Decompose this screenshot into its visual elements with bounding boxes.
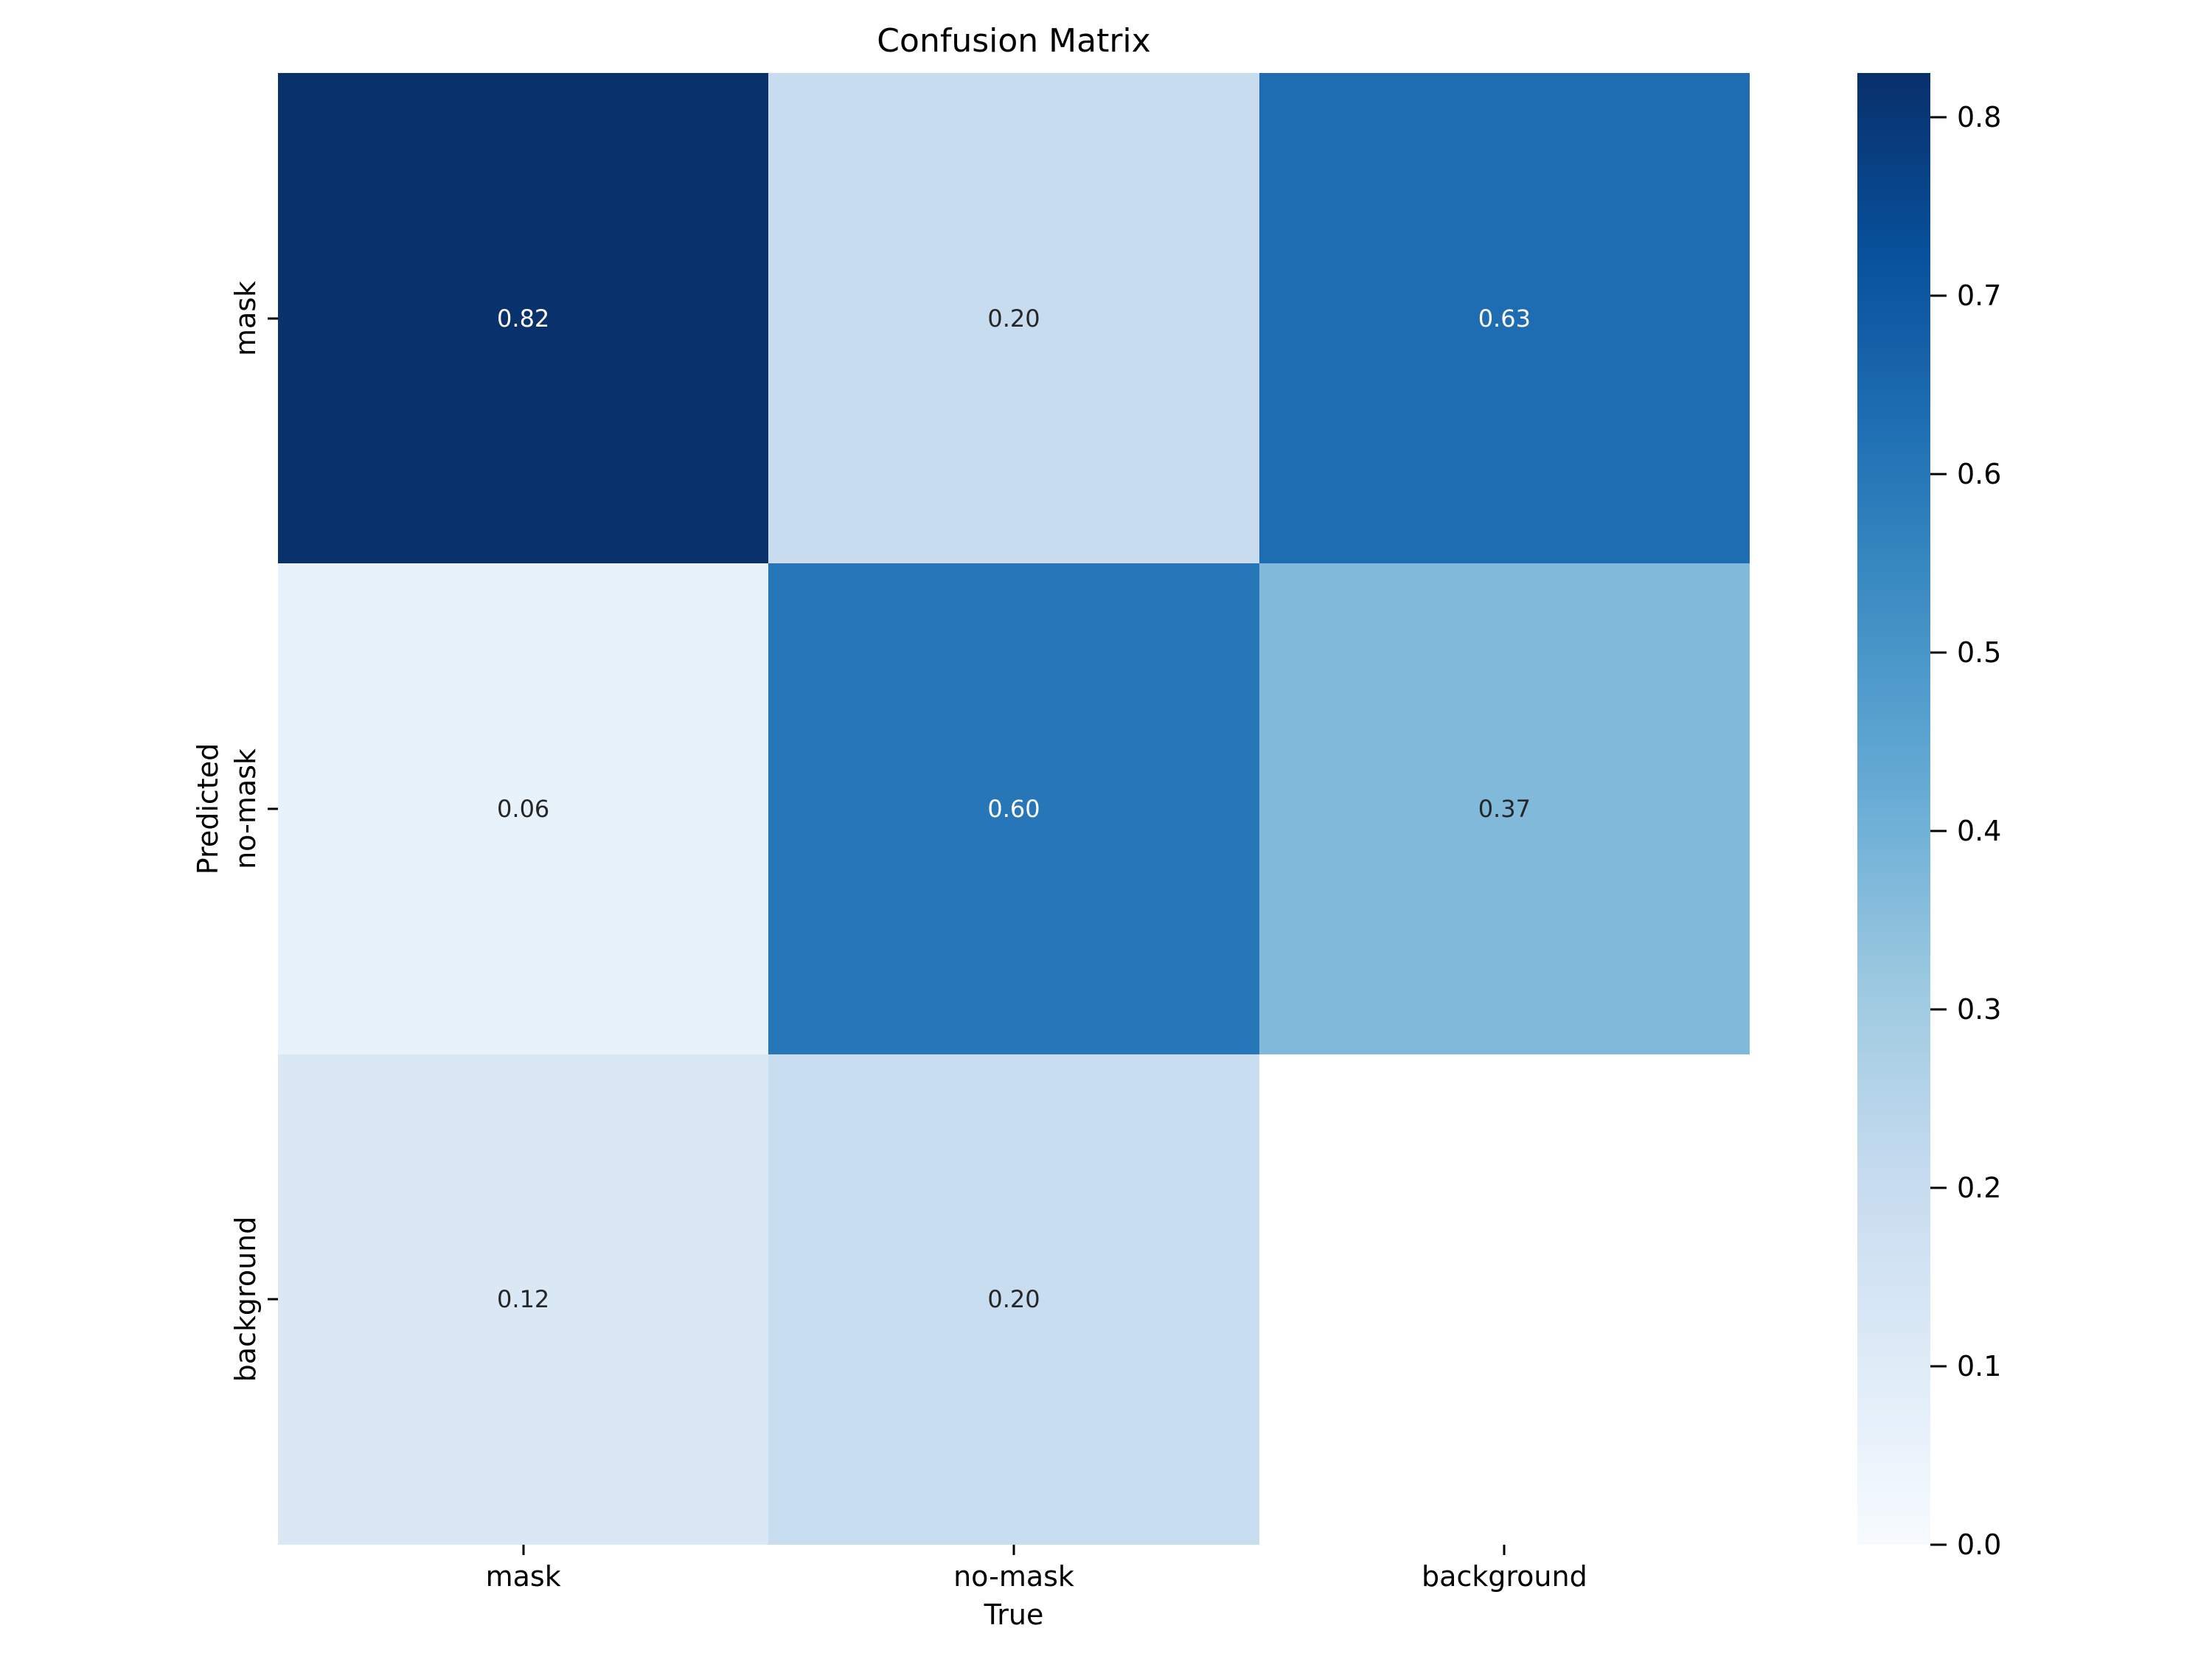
x-axis-label: True [984,1599,1044,1631]
colorbar-tick-mark [1930,294,1947,297]
y-tick-mark [268,807,278,810]
colorbar-gradient [1857,73,1930,1545]
colorbar-tick-label: 0.3 [1957,993,2002,1026]
cell-value: 0.37 [1478,794,1531,823]
chart-title: Confusion Matrix [877,22,1151,60]
x-tick-mark [1503,1545,1506,1555]
x-tick-mark [1012,1545,1015,1555]
heatmap-cell: 0.63 [1259,73,1750,564]
heatmap-cell: 0.37 [1259,563,1750,1054]
y-axis-label: Predicted [192,742,225,875]
colorbar-tick-label: 0.5 [1957,636,2002,669]
x-tick-label: no-mask [953,1560,1074,1593]
cell-value: 0.06 [497,794,550,823]
x-tick-label: mask [485,1560,561,1593]
y-tick-mark [268,1298,278,1301]
colorbar-tick-mark [1930,473,1947,476]
heatmap-cell: 0.12 [278,1054,769,1545]
colorbar-tick-mark [1930,651,1947,654]
colorbar-tick-label: 0.1 [1957,1350,2002,1382]
colorbar-tick-label: 0.8 [1957,101,2002,133]
colorbar-tick-mark [1930,1365,1947,1368]
colorbar-tick-label: 0.6 [1957,458,2002,490]
colorbar-tick-mark [1930,1008,1947,1011]
colorbar-tick-mark [1930,116,1947,119]
heatmap-cell: 0.60 [768,563,1259,1054]
cell-value: 0.12 [497,1285,550,1314]
colorbar-tick-label: 0.2 [1957,1172,2002,1204]
heatmap-cell: 0.06 [278,563,769,1054]
x-tick-label: background [1421,1560,1587,1593]
cell-value: 0.63 [1478,304,1531,333]
colorbar-tick-mark [1930,830,1947,832]
colorbar-tick-label: 0.7 [1957,279,2002,312]
heatmap-cell: 0.20 [768,73,1259,564]
x-tick-mark [522,1545,525,1555]
cell-value: 0.82 [497,304,550,333]
heatmap-cell: 0.20 [768,1054,1259,1545]
colorbar-tick-label: 0.4 [1957,815,2002,847]
y-tick-label: no-mask [229,748,262,869]
y-tick-mark [268,317,278,320]
colorbar-tick-label: 0.0 [1957,1528,2002,1561]
colorbar-tick-mark [1930,1543,1947,1546]
cell-value: 0.60 [987,794,1040,823]
heatmap-cell [1259,1054,1750,1545]
colorbar-tick-mark [1930,1186,1947,1189]
cell-value: 0.20 [987,304,1040,333]
y-tick-label: mask [229,280,262,356]
cell-value: 0.20 [987,1285,1040,1314]
y-tick-label: background [229,1216,262,1382]
heatmap-cell: 0.82 [278,73,769,564]
heatmap-grid: 0.82 0.20 0.63 0.06 0.60 0.37 0.12 0.20 [278,73,1750,1545]
